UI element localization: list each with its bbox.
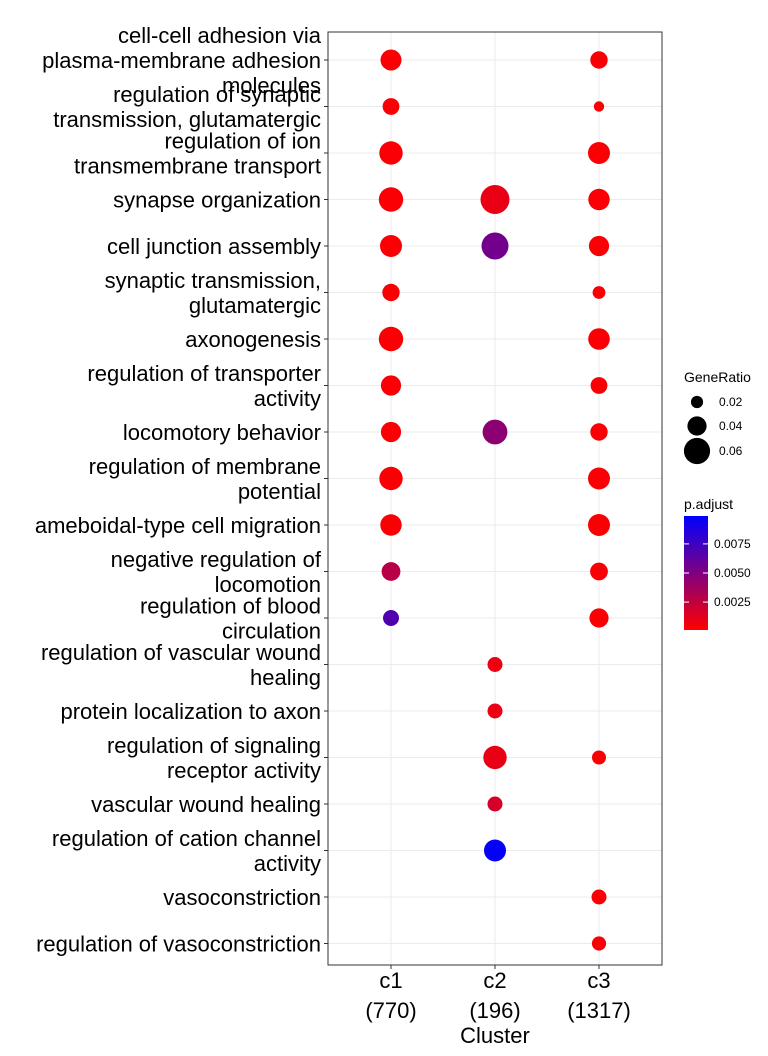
data-point <box>381 562 401 581</box>
y-tick-label: activity <box>254 851 321 876</box>
y-tick-label: transmission, glutamatergic <box>53 107 321 132</box>
data-point <box>592 286 606 299</box>
legend-size-key <box>690 395 704 409</box>
y-tick-label: axonogenesis <box>185 327 321 352</box>
data-point <box>379 466 403 491</box>
y-tick-label: receptor activity <box>167 758 321 783</box>
y-tick-label: negative regulation of <box>111 547 322 572</box>
legend-size-key <box>687 416 707 436</box>
data-point <box>591 889 607 905</box>
data-point <box>588 514 610 536</box>
data-point <box>590 51 608 69</box>
data-point <box>593 101 605 112</box>
data-point <box>481 232 509 260</box>
data-point <box>590 562 608 581</box>
y-tick-label: regulation of signaling <box>107 733 321 758</box>
data-point <box>487 703 503 719</box>
y-tick-label: regulation of blood <box>140 594 321 619</box>
data-point <box>380 49 402 71</box>
y-tick-label: regulation of vascular wound <box>41 640 321 665</box>
data-point <box>484 839 506 862</box>
y-tick-label: potential <box>238 479 321 504</box>
data-point <box>588 235 610 257</box>
y-tick-label: healing <box>250 665 321 690</box>
data-point <box>590 377 608 394</box>
x-tick-label: c3 <box>587 968 610 993</box>
y-tick-label: ameboidal-type cell migration <box>35 513 321 538</box>
y-tick-label: locomotion <box>215 572 321 597</box>
y-tick-label: glutamatergic <box>189 293 321 318</box>
data-point <box>588 188 610 211</box>
y-tick-label: regulation of ion <box>164 129 321 154</box>
y-tick-label: plasma-membrane adhesion <box>42 48 321 73</box>
y-tick-label: circulation <box>222 619 321 644</box>
y-tick-label: regulation of cation channel <box>52 826 321 851</box>
y-tick-label: cell-cell adhesion via <box>118 23 322 48</box>
x-tick-count: (770) <box>365 998 416 1023</box>
legend-size-label: 0.02 <box>719 395 743 409</box>
legend-color-label: 0.0025 <box>714 595 751 609</box>
legend-padjust: p.adjust 0.0025 0.0050 0.0075 <box>684 496 751 630</box>
legend-size-label: 0.04 <box>719 419 743 433</box>
data-point <box>591 936 607 951</box>
y-tick-label: regulation of synaptic <box>113 82 321 107</box>
y-tick-label: locomotory behavior <box>123 420 321 445</box>
y-tick-label: regulation of transporter <box>87 361 321 386</box>
data-point <box>483 745 507 770</box>
data-point <box>480 185 510 214</box>
data-point <box>378 187 404 212</box>
data-point <box>380 375 402 396</box>
data-point <box>380 514 402 536</box>
data-point <box>487 796 503 812</box>
grid-lines <box>328 32 662 965</box>
legend-padjust-title: p.adjust <box>684 496 733 512</box>
data-point <box>592 750 606 765</box>
y-tick-label: protein localization to axon <box>61 699 322 724</box>
x-axis-title: Cluster <box>460 1023 530 1048</box>
data-point <box>382 283 400 302</box>
legend-color-label: 0.0075 <box>714 537 751 551</box>
x-axis: c1 (770) c2 (196) c3 (1317) <box>365 965 631 1023</box>
data-point <box>379 141 403 165</box>
legend-generatio-title: GeneRatio <box>684 369 751 385</box>
x-tick-count: (1317) <box>567 998 631 1023</box>
data-points <box>378 49 610 951</box>
data-point <box>380 421 402 443</box>
y-tick-label: vascular wound healing <box>91 792 321 817</box>
data-point <box>482 419 508 445</box>
data-point <box>380 235 402 257</box>
y-tick-label: regulation of membrane <box>89 454 321 479</box>
y-tick-label: synapse organization <box>113 188 321 213</box>
legend-size-label: 0.06 <box>719 444 743 458</box>
y-tick-label: activity <box>254 386 321 411</box>
x-tick-label: c1 <box>379 968 402 993</box>
y-tick-label: vasoconstriction <box>163 885 321 910</box>
y-tick-label: regulation of vasoconstriction <box>36 932 321 957</box>
y-tick-label: molecules <box>222 73 321 98</box>
data-point <box>588 467 610 490</box>
data-point <box>589 608 609 628</box>
data-point <box>378 326 404 352</box>
data-point <box>487 657 503 672</box>
legend-size-key <box>683 437 711 465</box>
data-point <box>588 142 610 164</box>
x-tick-label: c2 <box>483 968 506 993</box>
legend-color-label: 0.0050 <box>714 566 751 580</box>
y-tick-label: transmembrane transport <box>74 154 321 179</box>
data-point <box>383 610 399 626</box>
legend-generatio: GeneRatio 0.02 0.04 0.06 <box>683 369 751 465</box>
y-tick-label: cell junction assembly <box>107 234 321 259</box>
y-tick-label: synaptic transmission, <box>105 268 321 293</box>
data-point <box>590 423 608 441</box>
x-tick-count: (196) <box>469 998 520 1023</box>
data-point <box>588 328 610 350</box>
data-point <box>382 98 400 115</box>
